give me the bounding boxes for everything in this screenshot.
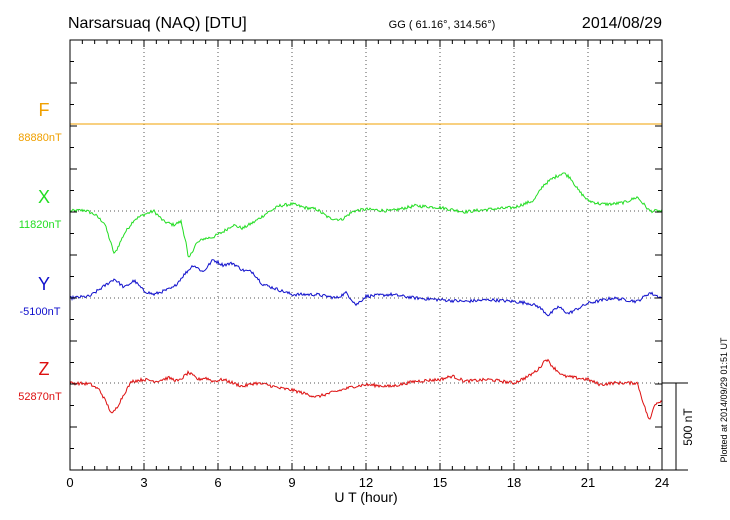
series-name-y: Y (38, 274, 50, 294)
series-line-y (69, 259, 662, 317)
series-baseline-x: 11820nT (19, 219, 62, 231)
series-line-z (69, 358, 663, 420)
grid-lines (70, 40, 662, 470)
geographic-coords: GG ( 61.16°, 314.56°) (389, 19, 496, 31)
x-tick-label: 24 (655, 475, 669, 490)
x-tick-label: 3 (140, 475, 147, 490)
axis-ticks: 0 3 6 9 12 15 18 21 24 (66, 39, 669, 490)
series-baseline-f: 88880nT (18, 132, 62, 144)
x-axis-label: U T (hour) (334, 489, 397, 505)
x-tick-label: 9 (288, 475, 295, 490)
series-name-x: X (38, 187, 50, 207)
x-tick-label: 18 (507, 475, 521, 490)
station-title: Narsarsuaq (NAQ) [DTU] (68, 15, 247, 32)
x-tick-label: 0 (66, 475, 73, 490)
scale-bar: 500 nT (662, 382, 695, 471)
series-name-z: Z (39, 359, 50, 379)
plotted-note: Plotted at 2014/09/29 01:51 UT (719, 337, 729, 463)
series-lines: F 88880nT X 11820nT Y -5100nT Z 52870nT (18, 100, 663, 420)
scale-bar-label: 500 nT (681, 408, 695, 446)
series-name-f: F (39, 100, 50, 120)
series-baseline-z: 52870nT (18, 391, 62, 403)
x-tick-label: 12 (359, 475, 373, 490)
series-baseline-y: -5100nT (20, 306, 61, 318)
x-tick-label: 15 (433, 475, 447, 490)
x-tick-label: 21 (581, 475, 595, 490)
plot-date: 2014/08/29 (582, 15, 662, 32)
series-line-x (69, 172, 663, 258)
x-tick-label: 6 (214, 475, 221, 490)
